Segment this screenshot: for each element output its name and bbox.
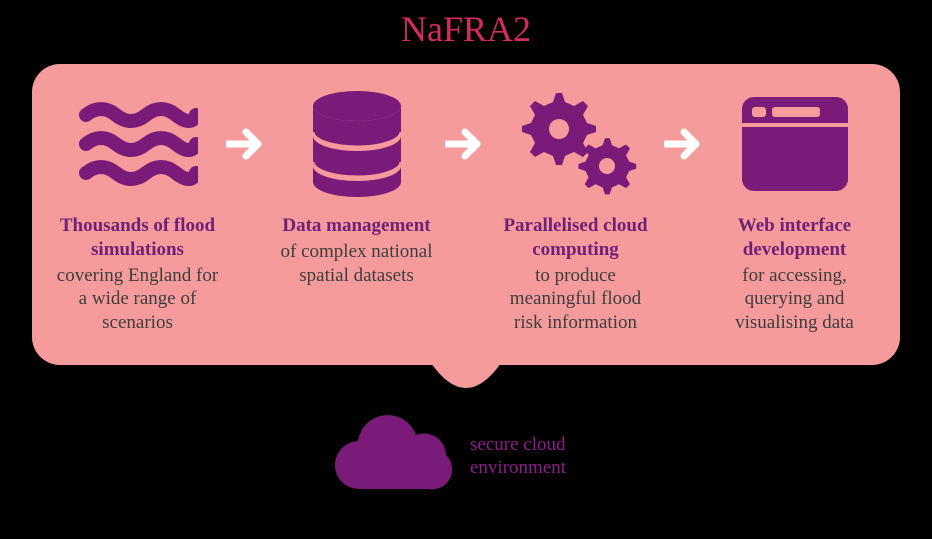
step-data-management: Data management of complex national spat… [269, 90, 444, 287]
process-panel: Thousands of flood simulations covering … [32, 64, 900, 365]
arrow-icon [444, 90, 488, 198]
callout-tail [431, 363, 501, 393]
step-heading: Web interface development [713, 214, 876, 262]
step-body: covering England for a wide range of sce… [56, 264, 219, 335]
step-body: of complex national spatial datasets [275, 240, 438, 288]
database-icon [311, 90, 403, 198]
footer-row: secure cloud environment [0, 411, 932, 504]
step-flood-simulations: Thousands of flood simulations covering … [50, 90, 225, 335]
waves-icon [78, 90, 198, 198]
step-heading: Parallelised cloud computing [494, 214, 657, 262]
step-heading: Thousands of flood simulations [56, 214, 219, 262]
step-body: for accessing, querying and visualising … [713, 264, 876, 335]
step-body: to produce meaningful flood risk informa… [494, 264, 657, 335]
gears-icon [511, 90, 641, 198]
process-row: Thousands of flood simulations covering … [32, 64, 900, 365]
step-cloud-computing: Parallelised cloud computing to produce … [488, 90, 663, 335]
footer-text: secure cloud environment [470, 434, 610, 480]
step-heading: Data management [282, 214, 430, 238]
arrow-icon [663, 90, 707, 198]
page-title: NaFRA2 [0, 0, 932, 64]
arrow-icon [225, 90, 269, 198]
cloud-icon [322, 411, 452, 504]
step-web-interface: Web interface development for accessing,… [707, 90, 882, 335]
browser-icon [740, 90, 850, 198]
